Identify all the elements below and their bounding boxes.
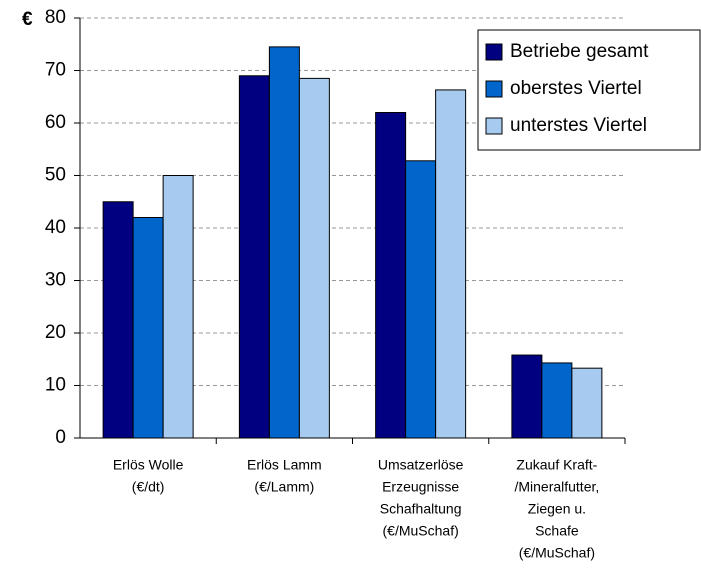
legend-label: oberstes Viertel <box>510 78 642 99</box>
bar <box>435 89 467 439</box>
bar <box>238 75 270 439</box>
bar <box>132 217 164 439</box>
bar <box>405 160 437 439</box>
y-tick-label: 0 <box>55 427 66 448</box>
x-tick-label: Umsatzerlöse <box>378 457 464 473</box>
bar <box>162 175 194 439</box>
x-tick-label: Erlös Lamm <box>247 457 322 473</box>
y-tick-label: 60 <box>45 112 66 133</box>
x-tick-label: Ziegen u. <box>528 501 586 517</box>
legend <box>477 29 701 151</box>
y-tick-label: 80 <box>45 7 66 28</box>
legend-swatch <box>485 80 503 98</box>
x-tick-label: Erzeugnisse <box>382 479 459 495</box>
y-axis-label: € <box>22 9 33 30</box>
x-tick-label: /Mineralfutter, <box>514 479 599 495</box>
y-tick-label: 70 <box>45 60 66 81</box>
bar <box>375 112 407 439</box>
x-tick-label: Erlös Wolle <box>113 457 184 473</box>
y-tick-label: 10 <box>45 375 66 396</box>
x-tick-label: (€/dt) <box>132 479 165 495</box>
x-tick-label: Schafe <box>535 523 579 539</box>
x-tick-label: Schafhaltung <box>380 501 462 517</box>
y-tick-label: 40 <box>45 217 66 238</box>
bar <box>298 77 330 439</box>
bar <box>541 362 573 439</box>
legend-swatch <box>485 117 503 135</box>
legend-label: unterstes Viertel <box>510 115 647 136</box>
y-tick-label: 30 <box>45 270 66 291</box>
y-tick-label: 20 <box>45 322 66 343</box>
x-tick-label: (€/MuSchaf) <box>383 523 459 539</box>
y-tick-label: 50 <box>45 165 66 186</box>
bar <box>102 201 134 439</box>
bar <box>511 354 543 439</box>
bar <box>268 46 300 439</box>
x-tick-label: Zukauf Kraft- <box>516 457 597 473</box>
legend-label: Betriebe gesamt <box>510 41 649 62</box>
x-tick-label: (€/Lamm) <box>254 479 314 495</box>
x-tick-label: (€/MuSchaf) <box>519 545 595 561</box>
bar <box>571 367 603 439</box>
legend-swatch <box>485 43 503 61</box>
